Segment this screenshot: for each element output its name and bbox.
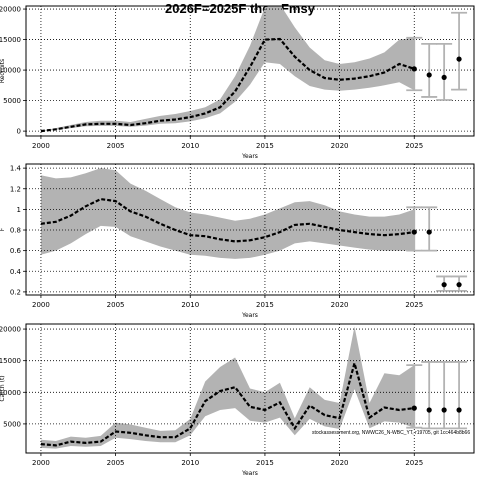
recruitment-xtick-label-2005: 2005 <box>107 142 125 150</box>
catch-forecast-point-2028 <box>456 407 462 413</box>
fishing-mortality-ytick-label-0.4: 0.4 <box>10 268 22 276</box>
recruitment-forecast-point-2026 <box>426 72 432 78</box>
catch-forecast-point-2025 <box>411 405 417 411</box>
catch-xtick-label-2015: 2015 <box>256 459 274 467</box>
catch-estimate-line <box>40 359 415 447</box>
recruitment-ytick-label-0: 0 <box>17 128 21 136</box>
catch-frame <box>25 323 475 454</box>
recruitment-ytick-label-20000: 20000 <box>0 6 21 14</box>
catch-xtick-label-2025: 2025 <box>405 459 423 467</box>
fishing-mortality-ytick-label-0.2: 0.2 <box>10 288 21 296</box>
fishing-mortality-xlabel: Years <box>241 312 258 319</box>
catch-ytick-label-5000: 5000 <box>3 420 21 428</box>
fishing-mortality-xtick-label-2010: 2010 <box>181 301 199 309</box>
recruitment-ytick-label-10000: 10000 <box>0 67 21 75</box>
catch-confidence-band <box>40 326 415 449</box>
recruitment-xtick-label-2015: 2015 <box>256 142 274 150</box>
recruitment-ytick-label-5000: 5000 <box>3 97 21 105</box>
fishing-mortality-xtick-label-2025: 2025 <box>405 301 423 309</box>
footnote: stockassessment.org, NWWC26_N-WBC_YT, r1… <box>312 430 471 436</box>
recruitment-estimate-line <box>40 37 415 133</box>
fishing-mortality-forecast-point-2028 <box>456 282 462 288</box>
fishing-mortality-ytick-label-1: 1 <box>17 206 21 214</box>
fishing-mortality-ytick-label-1.2: 1.2 <box>10 185 21 193</box>
recruitment-xlabel: Years <box>241 153 258 160</box>
catch-ytick-label-15000: 15000 <box>0 357 21 365</box>
recruitment-plot-area <box>26 6 474 136</box>
catch-xtick-label-2005: 2005 <box>107 459 125 467</box>
fishing-mortality-frame <box>25 163 475 296</box>
catch-forecast-point-2026 <box>426 407 432 413</box>
catch-xtick-label-2020: 2020 <box>331 459 349 467</box>
catch-ylabel: Catch (t) <box>0 375 6 401</box>
recruitment-forecast-point-2027 <box>441 74 447 81</box>
recruitment-ylabel: Recruits <box>0 59 6 83</box>
fishing-mortality-ytick-label-1.4: 1.4 <box>10 165 22 173</box>
fishing-mortality-estimate-line <box>40 197 415 243</box>
fishing-mortality-plot-area <box>26 164 474 295</box>
recruitment-confidence-band <box>40 6 415 132</box>
fishing-mortality-ytick-label-0.8: 0.8 <box>10 227 21 235</box>
catch-forecast-point-2027 <box>441 407 447 413</box>
recruitment-xtick-label-2025: 2025 <box>405 142 423 150</box>
fishing-mortality-xtick-label-2000: 2000 <box>32 301 50 309</box>
fishing-mortality-forecast-point-2025 <box>411 229 417 235</box>
recruitment-forecast-point-2025 <box>411 66 417 72</box>
catch-xtick-label-2010: 2010 <box>181 459 199 467</box>
catch-ytick-label-20000: 20000 <box>0 326 21 334</box>
fishing-mortality-ytick-label-0.6: 0.6 <box>10 247 22 255</box>
recruitment-xtick-label-2000: 2000 <box>32 142 50 150</box>
catch-xlabel: Years <box>241 470 258 477</box>
catch-xtick-label-2000: 2000 <box>32 459 50 467</box>
recruitment-frame <box>25 5 475 137</box>
recruitment-xtick-label-2010: 2010 <box>181 142 199 150</box>
fishing-mortality-forecast-point-2026 <box>426 229 432 235</box>
fishing-mortality-confidence-band <box>40 168 415 259</box>
fishing-mortality-xtick-label-2020: 2020 <box>331 301 349 309</box>
recruitment-ytick-label-15000: 15000 <box>0 36 21 44</box>
recruitment-xtick-label-2020: 2020 <box>331 142 349 150</box>
fishing-mortality-ylabel: F <box>0 227 6 231</box>
catch-plot-area <box>26 324 474 453</box>
fishing-mortality-xtick-label-2005: 2005 <box>107 301 125 309</box>
fishing-mortality-xtick-label-2015: 2015 <box>256 301 274 309</box>
catch-ytick-label-10000: 10000 <box>0 389 21 397</box>
recruitment-forecast-point-2028 <box>456 56 462 62</box>
fishing-mortality-forecast-point-2027 <box>441 282 447 288</box>
